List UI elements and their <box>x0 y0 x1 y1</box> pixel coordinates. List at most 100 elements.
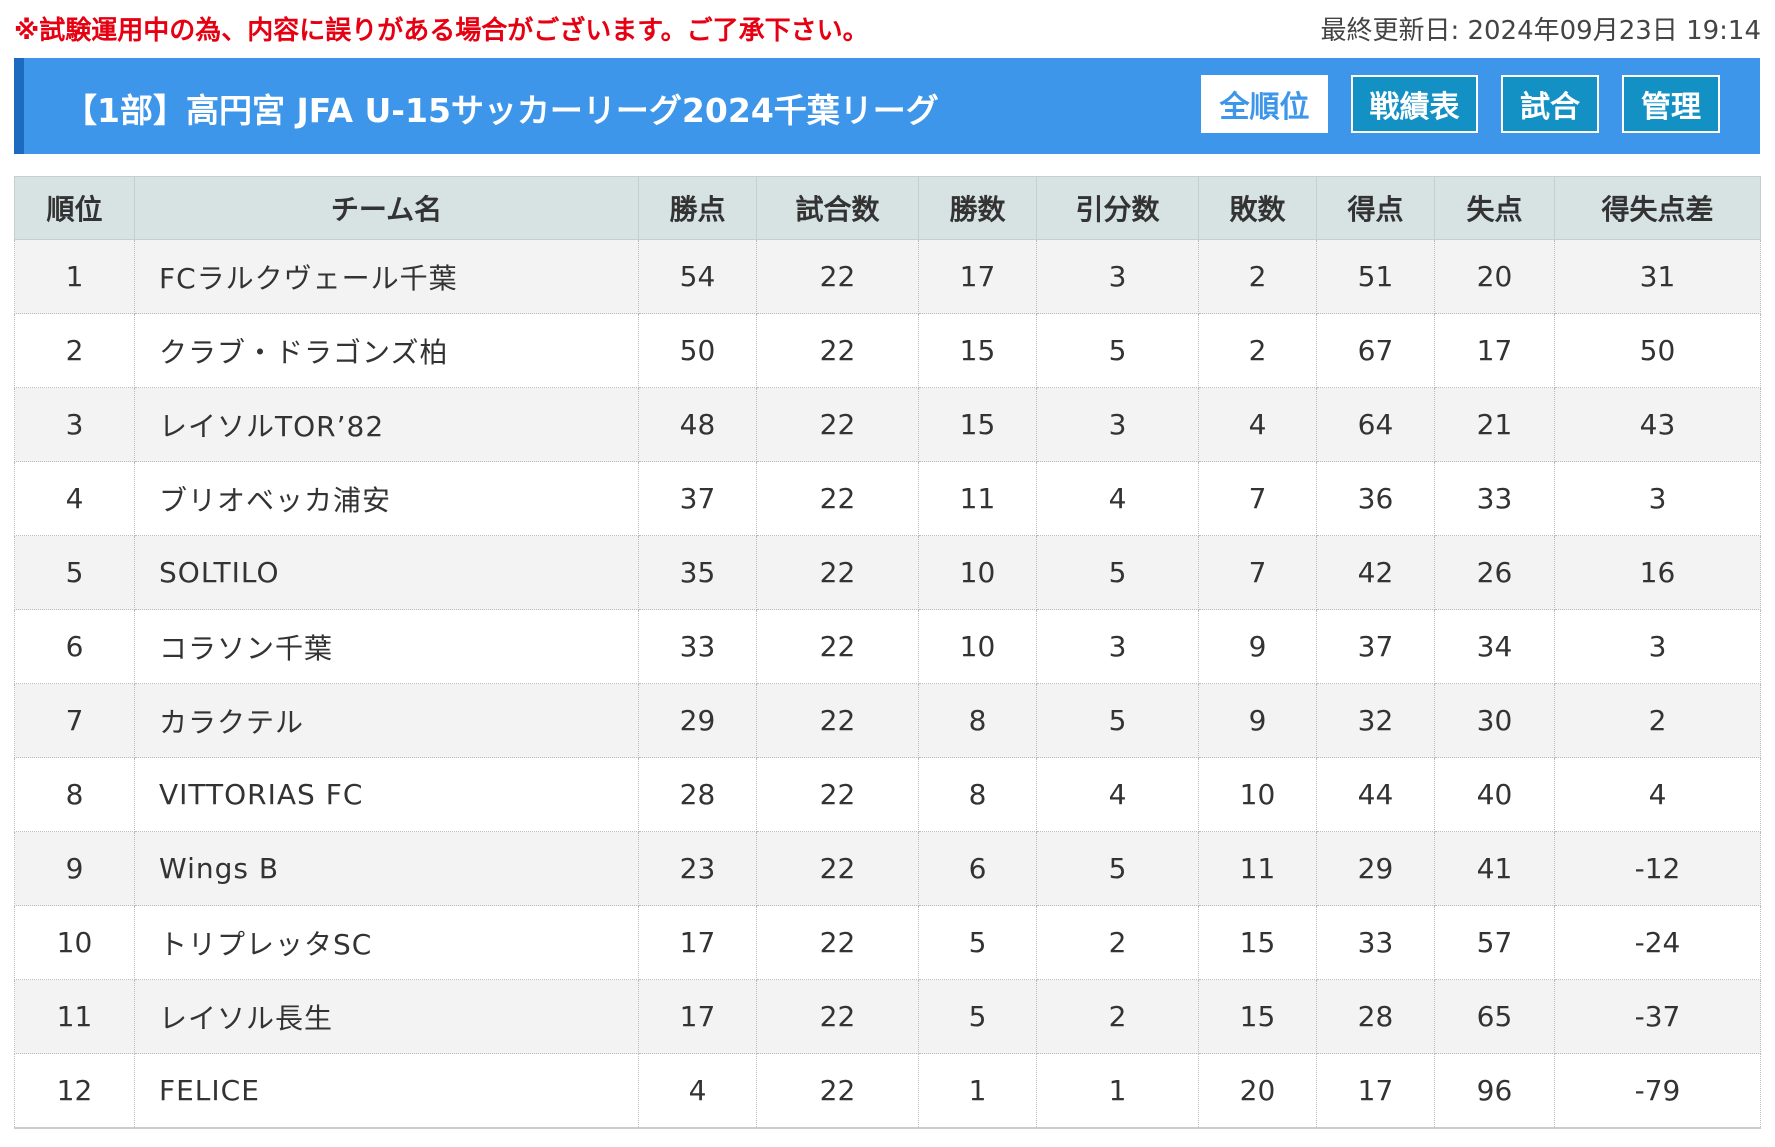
cell-goals-against: 57 <box>1434 905 1555 980</box>
cell-losses: 7 <box>1198 535 1317 610</box>
cell-goal-diff: 50 <box>1554 313 1761 388</box>
cell-played: 22 <box>756 387 919 462</box>
league-title: 【1部】高円宮 JFA U-15サッカーリーグ2024千葉リーグ <box>64 91 939 130</box>
cell-goals-against: 96 <box>1434 1053 1555 1129</box>
table-row: 11 レイソル長生 17 22 5 2 15 28 65 -37 <box>14 979 1761 1054</box>
cell-wins: 6 <box>918 831 1037 906</box>
cell-goals-against: 34 <box>1434 609 1555 684</box>
cell-team-name[interactable]: クラブ・ドラゴンズ柏 <box>134 313 639 388</box>
cell-goals-for: 44 <box>1316 757 1435 832</box>
column-header-goal-diff: 得失点差 <box>1554 176 1761 240</box>
cell-rank: 5 <box>14 535 135 610</box>
column-header-goals-for: 得点 <box>1316 176 1435 240</box>
standings-table: 順位 チーム名 勝点 試合数 勝数 引分数 敗数 得点 失点 得失点差 1 FCラルクヴェール千葉 5… <box>14 176 1761 1129</box>
cell-team-name[interactable]: Wings B <box>134 831 639 906</box>
cell-rank: 10 <box>14 905 135 980</box>
cell-rank: 3 <box>14 387 135 462</box>
cell-rank: 9 <box>14 831 135 906</box>
cell-draws: 3 <box>1036 239 1199 314</box>
column-header-losses: 敗数 <box>1198 176 1317 240</box>
cell-team-name[interactable]: FELICE <box>134 1053 639 1129</box>
nav-results-table-button[interactable]: 戦績表 <box>1351 75 1478 133</box>
cell-draws: 3 <box>1036 609 1199 684</box>
cell-rank: 7 <box>14 683 135 758</box>
cell-goals-against: 20 <box>1434 239 1555 314</box>
cell-losses: 4 <box>1198 387 1317 462</box>
cell-team-name[interactable]: カラクテル <box>134 683 639 758</box>
cell-team-name[interactable]: ブリオベッカ浦安 <box>134 461 639 536</box>
cell-losses: 15 <box>1198 979 1317 1054</box>
cell-rank: 6 <box>14 609 135 684</box>
cell-points: 4 <box>638 1053 757 1129</box>
cell-played: 22 <box>756 535 919 610</box>
cell-team-name[interactable]: トリプレッタSC <box>134 905 639 980</box>
cell-rank: 2 <box>14 313 135 388</box>
column-header-points: 勝点 <box>638 176 757 240</box>
cell-points: 54 <box>638 239 757 314</box>
table-header-row: 順位 チーム名 勝点 試合数 勝数 引分数 敗数 得点 失点 得失点差 <box>14 176 1761 240</box>
cell-goal-diff: -79 <box>1554 1053 1761 1129</box>
cell-goal-diff: 2 <box>1554 683 1761 758</box>
table-body: 1 FCラルクヴェール千葉 54 22 17 3 2 51 20 31 2 クラブ・ドラゴンズ柏 50 2… <box>14 239 1761 1129</box>
nav-all-standings-button[interactable]: 全順位 <box>1201 75 1328 133</box>
cell-wins: 5 <box>918 979 1037 1054</box>
cell-played: 22 <box>756 461 919 536</box>
cell-points: 28 <box>638 757 757 832</box>
cell-points: 37 <box>638 461 757 536</box>
cell-draws: 5 <box>1036 831 1199 906</box>
cell-points: 50 <box>638 313 757 388</box>
cell-losses: 2 <box>1198 239 1317 314</box>
cell-goals-against: 30 <box>1434 683 1555 758</box>
cell-team-name[interactable]: FCラルクヴェール千葉 <box>134 239 639 314</box>
column-header-goals-against: 失点 <box>1434 176 1555 240</box>
table-row: 12 FELICE 4 22 1 1 20 17 96 -79 <box>14 1053 1761 1129</box>
nav-matches-button[interactable]: 試合 <box>1501 75 1599 133</box>
cell-played: 22 <box>756 683 919 758</box>
cell-goals-against: 21 <box>1434 387 1555 462</box>
cell-goal-diff: 43 <box>1554 387 1761 462</box>
cell-draws: 5 <box>1036 683 1199 758</box>
cell-goals-for: 29 <box>1316 831 1435 906</box>
cell-goals-for: 33 <box>1316 905 1435 980</box>
cell-team-name[interactable]: レイソル長生 <box>134 979 639 1054</box>
table-row: 6 コラソン千葉 33 22 10 3 9 37 34 3 <box>14 609 1761 684</box>
cell-goals-for: 51 <box>1316 239 1435 314</box>
cell-played: 22 <box>756 979 919 1054</box>
cell-losses: 9 <box>1198 609 1317 684</box>
cell-draws: 3 <box>1036 387 1199 462</box>
table-row: 9 Wings B 23 22 6 5 11 29 41 -12 <box>14 831 1761 906</box>
table-row: 1 FCラルクヴェール千葉 54 22 17 3 2 51 20 31 <box>14 239 1761 314</box>
column-header-wins: 勝数 <box>918 176 1037 240</box>
cell-goals-for: 67 <box>1316 313 1435 388</box>
cell-wins: 5 <box>918 905 1037 980</box>
cell-team-name[interactable]: VITTORIAS FC <box>134 757 639 832</box>
cell-played: 22 <box>756 831 919 906</box>
cell-goals-against: 40 <box>1434 757 1555 832</box>
cell-goal-diff: -24 <box>1554 905 1761 980</box>
cell-losses: 11 <box>1198 831 1317 906</box>
cell-wins: 11 <box>918 461 1037 536</box>
cell-points: 17 <box>638 979 757 1054</box>
cell-rank: 1 <box>14 239 135 314</box>
cell-goals-for: 28 <box>1316 979 1435 1054</box>
cell-losses: 7 <box>1198 461 1317 536</box>
cell-team-name[interactable]: SOLTILO <box>134 535 639 610</box>
nav-admin-button[interactable]: 管理 <box>1622 75 1720 133</box>
cell-wins: 15 <box>918 387 1037 462</box>
cell-losses: 10 <box>1198 757 1317 832</box>
cell-team-name[interactable]: コラソン千葉 <box>134 609 639 684</box>
cell-losses: 15 <box>1198 905 1317 980</box>
table-row: 8 VITTORIAS FC 28 22 8 4 10 44 40 4 <box>14 757 1761 832</box>
cell-points: 35 <box>638 535 757 610</box>
cell-team-name[interactable]: レイソルTOR’82 <box>134 387 639 462</box>
last-updated: 最終更新日: 2024年09月23日 19:14 <box>1320 16 1761 46</box>
cell-goals-for: 17 <box>1316 1053 1435 1129</box>
cell-goals-against: 17 <box>1434 313 1555 388</box>
cell-played: 22 <box>756 313 919 388</box>
cell-points: 48 <box>638 387 757 462</box>
cell-rank: 11 <box>14 979 135 1054</box>
cell-goal-diff: 16 <box>1554 535 1761 610</box>
cell-wins: 8 <box>918 757 1037 832</box>
cell-goals-against: 26 <box>1434 535 1555 610</box>
cell-rank: 4 <box>14 461 135 536</box>
